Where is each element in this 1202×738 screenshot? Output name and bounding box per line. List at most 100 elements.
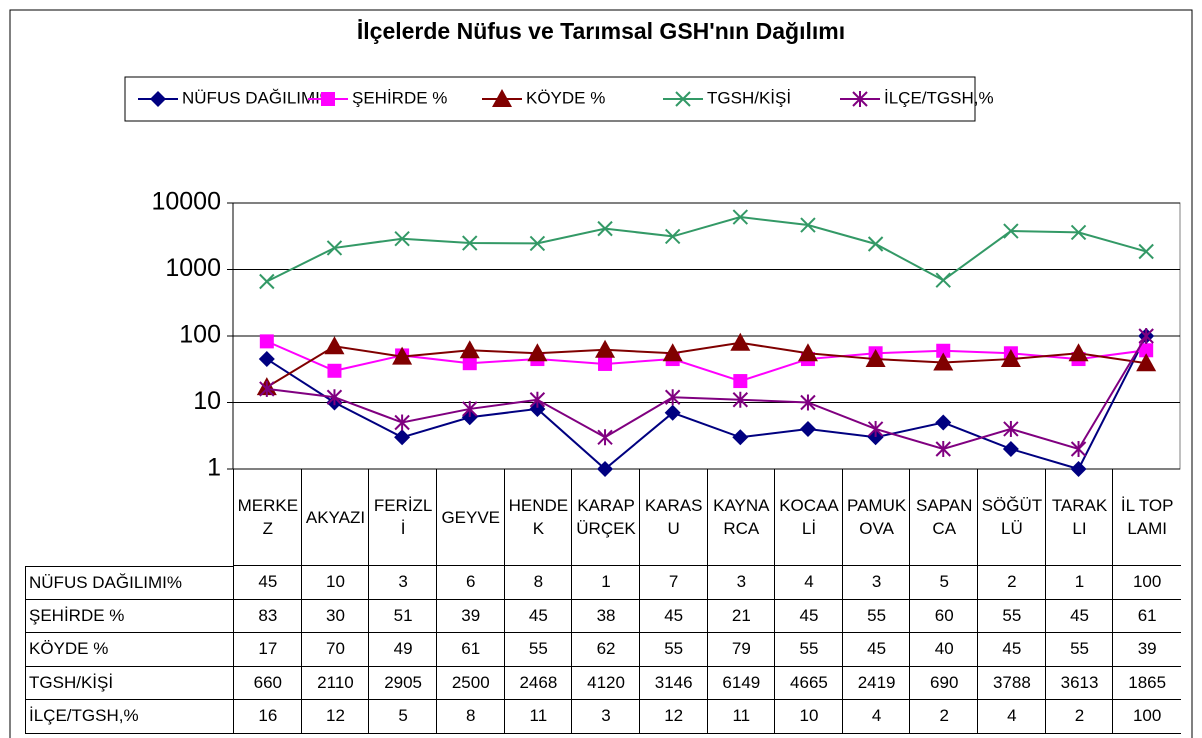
- marker-shape: [259, 334, 274, 349]
- marker: [1000, 349, 1021, 368]
- marker: [150, 91, 166, 107]
- marker-shape: [527, 343, 548, 362]
- marker-shape: [933, 352, 954, 371]
- marker: [462, 235, 478, 251]
- marker: [394, 230, 410, 247]
- series-line: [266, 340, 1147, 383]
- marker-shape: [799, 420, 816, 437]
- marker-shape: [597, 220, 613, 237]
- marker-shape: [492, 89, 512, 107]
- table-value: 45: [841, 633, 911, 667]
- marker: [675, 91, 691, 107]
- table-value: 11: [706, 700, 776, 734]
- table-value: 38: [571, 599, 640, 633]
- table-value: 6149: [706, 666, 776, 700]
- marker: [327, 363, 342, 378]
- table-value: 10: [774, 700, 843, 734]
- table-value: 5: [368, 700, 437, 734]
- legend-label: KÖYDE %: [526, 88, 605, 107]
- table-value: 12: [638, 700, 708, 734]
- marker: [1068, 343, 1089, 362]
- marker: [935, 440, 951, 457]
- marker: [598, 356, 613, 371]
- marker: [259, 334, 274, 349]
- table-value: 2905: [368, 666, 437, 700]
- marker-shape: [1000, 349, 1021, 368]
- chart-title: İlçelerde Nüfus ve Tarımsal GSH'nın Dağı…: [357, 18, 845, 44]
- marker: [394, 429, 411, 446]
- table-value: 3: [706, 566, 776, 600]
- table-value: 2: [1044, 700, 1114, 734]
- marker: [852, 91, 868, 107]
- category-label: PAMUKOVA: [841, 469, 911, 566]
- marker-shape: [258, 351, 275, 368]
- marker: [527, 343, 548, 362]
- category-label: FERİZLİ: [368, 469, 437, 566]
- marker-shape: [936, 343, 951, 358]
- category-label: SÖĞÜTLÜ: [977, 469, 1046, 566]
- table-value: 30: [300, 599, 370, 633]
- marker: [1002, 440, 1019, 457]
- marker-shape: [1136, 353, 1157, 372]
- table-value: 8: [435, 700, 505, 734]
- row-label: ŞEHİRDE %: [25, 599, 233, 633]
- table-value: 45: [233, 566, 302, 600]
- category-label: MERKEZ: [233, 469, 302, 566]
- table-value: 5: [909, 566, 979, 600]
- table-value: 45: [503, 599, 573, 633]
- category-label: KOCAALİ: [774, 469, 843, 566]
- marker: [797, 343, 818, 362]
- marker: [1003, 420, 1019, 437]
- table-value: 6: [435, 566, 505, 600]
- row-label: KÖYDE %: [25, 633, 233, 667]
- marker-shape: [597, 461, 614, 477]
- table-value: 4: [841, 700, 911, 734]
- marker: [462, 400, 478, 417]
- table-value: 660: [233, 666, 302, 700]
- category-label: SAPANCA: [909, 469, 979, 566]
- marker-shape: [664, 228, 681, 245]
- marker: [492, 89, 512, 107]
- marker: [597, 429, 613, 446]
- category-label: TARAKLI: [1044, 469, 1114, 566]
- marker: [1138, 243, 1154, 260]
- marker: [529, 235, 546, 252]
- marker: [662, 343, 683, 362]
- table-value: 8: [503, 566, 573, 600]
- marker: [258, 351, 275, 368]
- marker: [1136, 353, 1157, 372]
- marker-shape: [797, 343, 818, 362]
- marker: [529, 391, 546, 408]
- marker-shape: [935, 272, 951, 288]
- marker-shape: [675, 91, 691, 107]
- marker: [799, 420, 816, 437]
- marker-shape: [867, 236, 884, 252]
- marker: [732, 209, 749, 225]
- table-value: 61: [1112, 599, 1181, 633]
- table-value: 39: [1112, 633, 1181, 667]
- marker: [664, 389, 681, 406]
- marker-shape: [392, 346, 413, 365]
- marker: [259, 380, 275, 397]
- category-label: İL TOPLAMI: [1112, 469, 1181, 566]
- table-value: 3146: [638, 666, 708, 700]
- table-value: 3: [841, 566, 911, 600]
- marker: [326, 240, 343, 256]
- marker: [730, 332, 751, 351]
- marker: [732, 429, 749, 446]
- marker: [1070, 461, 1087, 477]
- marker: [1139, 343, 1154, 358]
- table-value: 4665: [774, 666, 843, 700]
- table-value: 4: [977, 700, 1046, 734]
- y-tick-label: 10000: [151, 188, 221, 216]
- marker-shape: [459, 340, 480, 359]
- table-value: 2419: [841, 666, 911, 700]
- marker: [459, 340, 480, 359]
- table-value: 100: [1112, 700, 1181, 734]
- table-value: 4120: [571, 666, 640, 700]
- marker-shape: [462, 235, 478, 251]
- marker: [935, 272, 951, 288]
- table-value: 4: [774, 566, 843, 600]
- marker-shape: [664, 404, 681, 421]
